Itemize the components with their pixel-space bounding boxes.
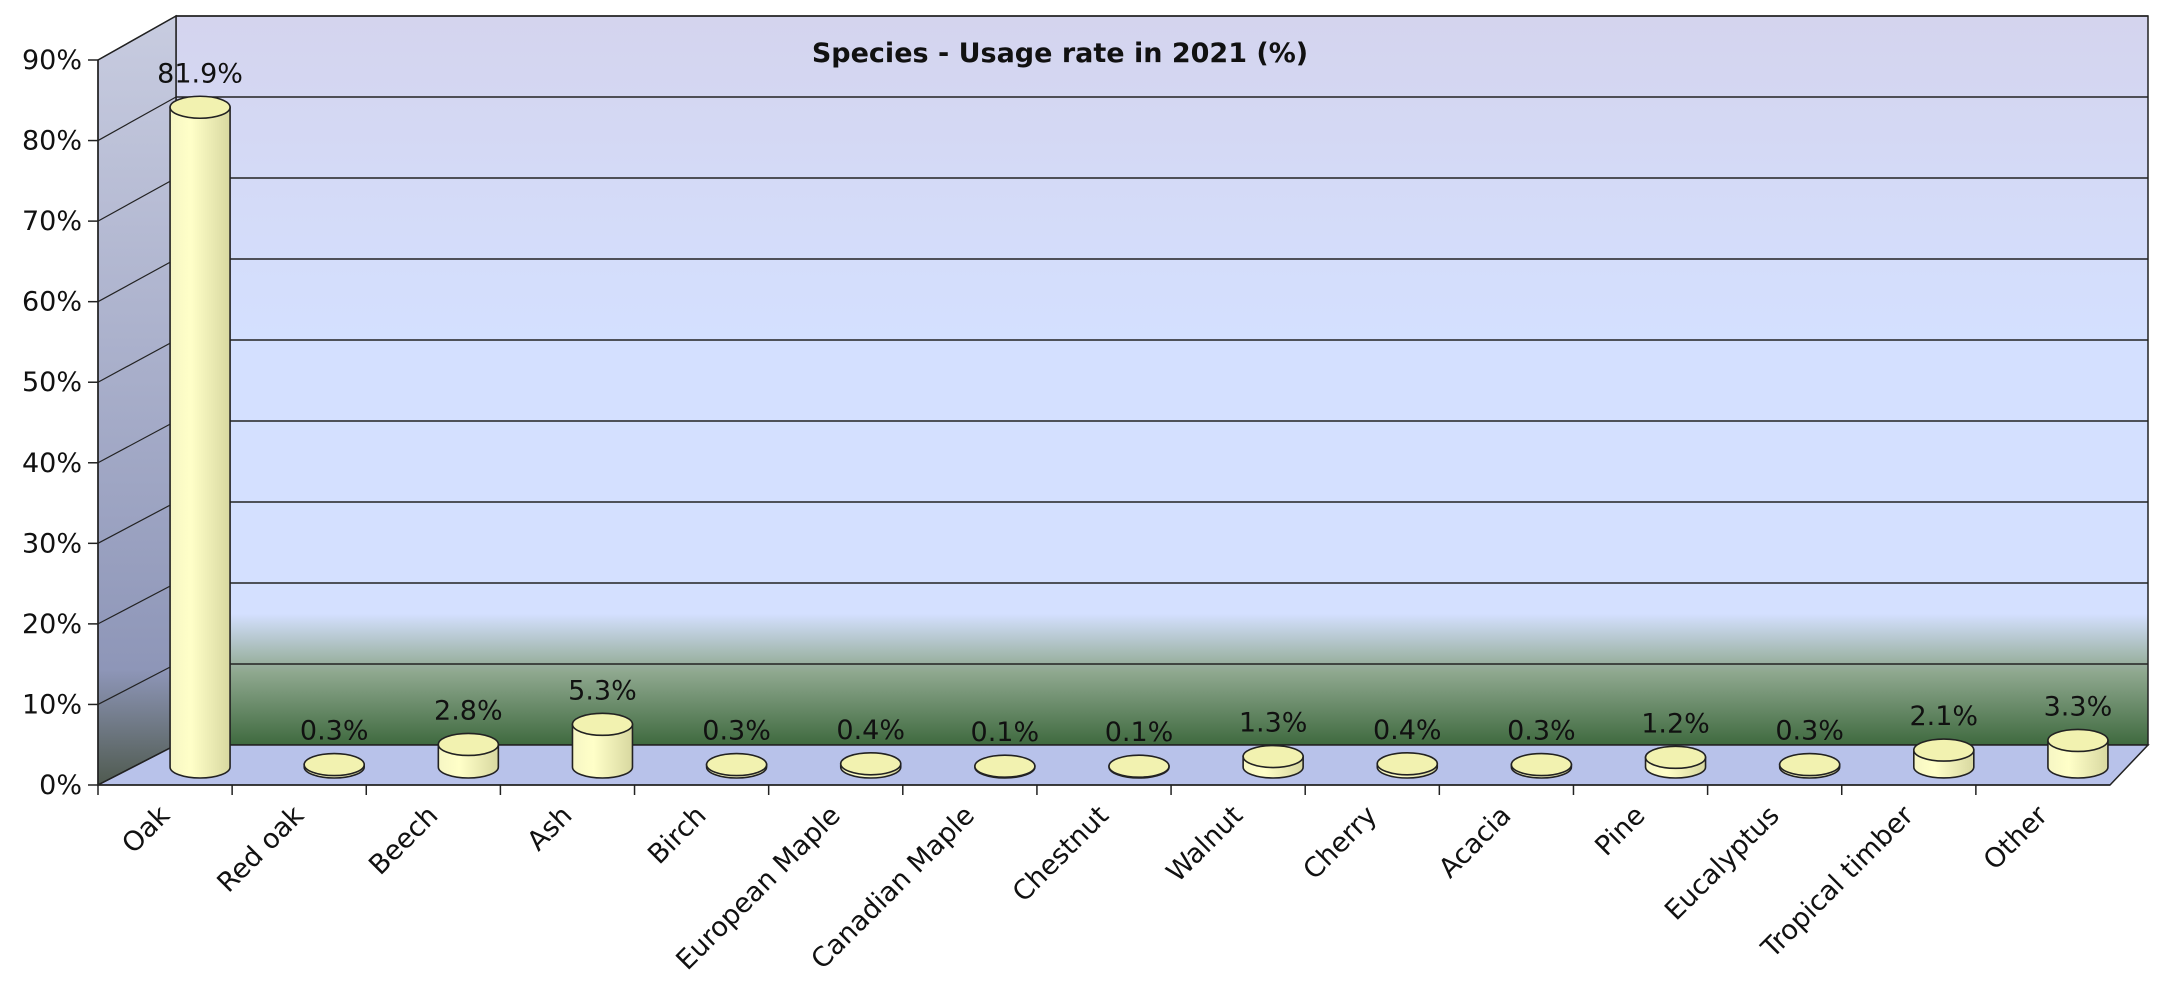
side-gridline <box>97 177 177 222</box>
side-gridline <box>97 15 177 61</box>
x-tick-label: Oak <box>116 800 176 860</box>
data-label: 0.3% <box>1775 716 1844 747</box>
data-label: 0.4% <box>836 715 905 746</box>
bar-top <box>839 751 902 776</box>
bar <box>303 752 366 779</box>
bar-top <box>1376 751 1439 776</box>
bar-top <box>1778 752 1841 777</box>
x-tick-label: Cherry <box>1297 800 1383 886</box>
y-tick-label: 80% <box>22 126 82 157</box>
bar-top <box>1644 745 1707 770</box>
data-label: 0.3% <box>1507 716 1576 747</box>
y-tick-label: 70% <box>22 206 82 237</box>
data-label: 0.3% <box>300 716 369 747</box>
y-tick-label: 0% <box>39 770 82 801</box>
data-label: 2.1% <box>1909 701 1978 732</box>
data-label: 1.3% <box>1239 708 1308 739</box>
bar <box>1913 738 1975 779</box>
chart-walls <box>97 14 2150 787</box>
side-gridline <box>97 339 177 383</box>
y-tick-label: 20% <box>22 609 82 640</box>
bar-body <box>571 723 634 779</box>
side-gridline <box>97 582 177 625</box>
bar <box>705 752 768 779</box>
x-tick-label: Red oak <box>211 800 310 899</box>
y-tick-label: 40% <box>22 448 82 479</box>
bar-top <box>1510 752 1573 777</box>
bar-top <box>1108 754 1170 778</box>
side-gridline <box>97 420 177 464</box>
data-label: 0.4% <box>1373 715 1442 746</box>
x-tick-label: Pine <box>1589 800 1651 862</box>
side-gridline <box>97 501 177 544</box>
bar <box>1376 751 1439 779</box>
data-label: 0.3% <box>702 716 771 747</box>
x-tick-label: Birch <box>642 800 712 870</box>
bar <box>1242 744 1304 779</box>
side-gridline <box>97 258 177 303</box>
bar-top <box>437 732 500 757</box>
x-tick-label: Other <box>1978 799 2055 876</box>
side-gridline <box>97 744 177 786</box>
back-wall <box>175 15 2149 746</box>
side-gridline <box>97 663 177 705</box>
x-tick-label: Ash <box>521 800 578 857</box>
data-label: 2.8% <box>434 695 503 726</box>
bar-top <box>571 712 634 737</box>
x-tick-label: Walnut <box>1161 800 1249 888</box>
y-tick-label: 30% <box>22 528 82 559</box>
bar <box>169 95 231 779</box>
data-label: 81.9% <box>157 58 243 89</box>
x-tick-label: Beech <box>363 800 444 881</box>
bar <box>974 754 1036 779</box>
bar <box>1108 754 1170 779</box>
bar <box>1644 745 1707 779</box>
bar <box>2047 728 2109 779</box>
bar-top <box>1913 738 1975 762</box>
bar <box>839 751 902 779</box>
bar-top <box>974 754 1036 778</box>
data-label: 0.1% <box>971 717 1040 748</box>
data-label: 3.3% <box>2044 691 2113 722</box>
bar-top <box>2047 728 2109 753</box>
y-tick-label: 90% <box>22 45 82 76</box>
bar-top <box>303 752 366 777</box>
x-tick-label: Eucalyptus <box>1659 800 1786 927</box>
y-tick-label: 60% <box>22 287 82 318</box>
x-tick-label: Acacia <box>1433 800 1517 884</box>
data-label: 5.3% <box>568 675 637 706</box>
bar-top <box>705 752 768 777</box>
chart-title: Species - Usage rate in 2021 (%) <box>812 38 1308 69</box>
bar <box>437 732 500 779</box>
y-axis: 0% 10% 20% 30% 40% 50% 60% 70% 80% 90% <box>22 45 99 801</box>
bar-top <box>169 95 231 120</box>
data-labels: 81.9% 0.3% 2.8% 5.3% 0.3% 0.4% 0.1% 0.1% 1.3% 0.4… <box>157 58 2112 748</box>
data-label: 1.2% <box>1641 708 1710 739</box>
gridlines <box>97 15 2148 786</box>
bar <box>571 712 634 779</box>
y-tick-label: 50% <box>22 367 82 398</box>
bar-top <box>1242 744 1304 769</box>
y-tick-label: 10% <box>22 689 82 720</box>
side-gridline <box>97 96 177 142</box>
data-label: 0.1% <box>1105 717 1174 748</box>
bar-body <box>169 106 231 779</box>
bar <box>1510 752 1573 779</box>
bars <box>169 95 2109 779</box>
bar <box>1778 752 1841 779</box>
x-tick-label: Chestnut <box>1007 800 1115 908</box>
